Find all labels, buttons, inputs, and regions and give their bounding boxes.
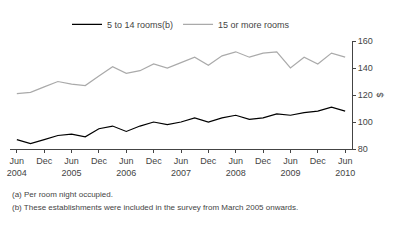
svg-text:15 or more rooms: 15 or more rooms (218, 20, 290, 30)
svg-text:$: $ (375, 92, 385, 97)
svg-text:120: 120 (358, 90, 373, 100)
svg-text:100: 100 (358, 117, 373, 127)
svg-text:Jun2008: Jun2008 (226, 156, 246, 178)
svg-text:Dec: Dec (310, 156, 327, 166)
svg-text:Jun2004: Jun2004 (7, 156, 27, 178)
svg-text:5 to 14 rooms(b): 5 to 14 rooms(b) (107, 20, 173, 30)
svg-text:160: 160 (358, 36, 373, 46)
svg-text:Dec: Dec (255, 156, 272, 166)
svg-text:140: 140 (358, 63, 373, 73)
svg-text:(a) Per room night occupied.: (a) Per room night occupied. (12, 190, 113, 199)
svg-text:Jun2007: Jun2007 (171, 156, 191, 178)
svg-text:Dec: Dec (200, 156, 217, 166)
svg-text:Jun2006: Jun2006 (116, 156, 136, 178)
svg-text:Jun2009: Jun2009 (280, 156, 300, 178)
svg-text:Jun2010: Jun2010 (335, 156, 355, 178)
svg-text:Dec: Dec (36, 156, 53, 166)
svg-text:Jun2005: Jun2005 (62, 156, 82, 178)
svg-text:(b) These establishments were: (b) These establishments were included i… (12, 203, 298, 212)
svg-text:80: 80 (358, 144, 368, 154)
svg-text:Dec: Dec (146, 156, 163, 166)
svg-text:Dec: Dec (91, 156, 108, 166)
